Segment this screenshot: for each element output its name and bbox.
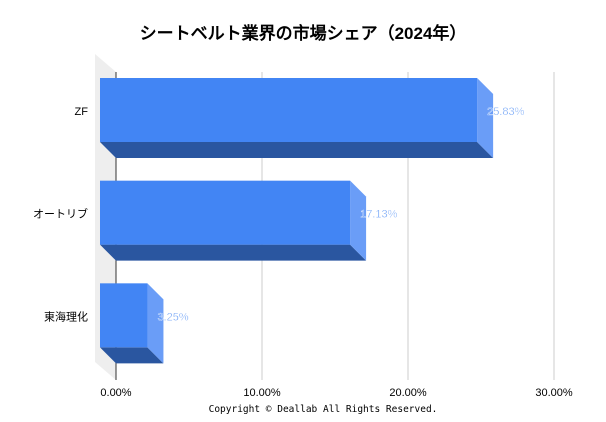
bar-bottom-face [100,244,367,261]
category-label: 東海理化 [44,309,88,323]
bar-side-face [147,283,164,364]
data-label: 3.25% [157,311,188,323]
x-tick-label: 20.00% [389,387,427,399]
bar-side-face [350,180,367,261]
chart-title: シートベルト業界の市場シェア（2024年） [140,23,467,43]
bar-side-face [477,78,494,158]
copyright-footer: Copyright © Deallab All Rights Reserved. [209,404,438,415]
category-label: オートリブ [33,207,88,221]
bar-bottom-face [100,347,164,364]
data-label: 25.83% [487,106,525,118]
x-tick-label: 10.00% [243,387,281,399]
x-tick-label: 0.00% [100,387,131,399]
category-label: ZF [75,106,89,118]
x-tick-label: 30.00% [535,387,573,399]
bar [100,283,148,348]
bar [100,78,478,142]
data-label: 17.13% [360,209,398,221]
bar [100,180,351,245]
bar-bottom-face [100,142,494,158]
